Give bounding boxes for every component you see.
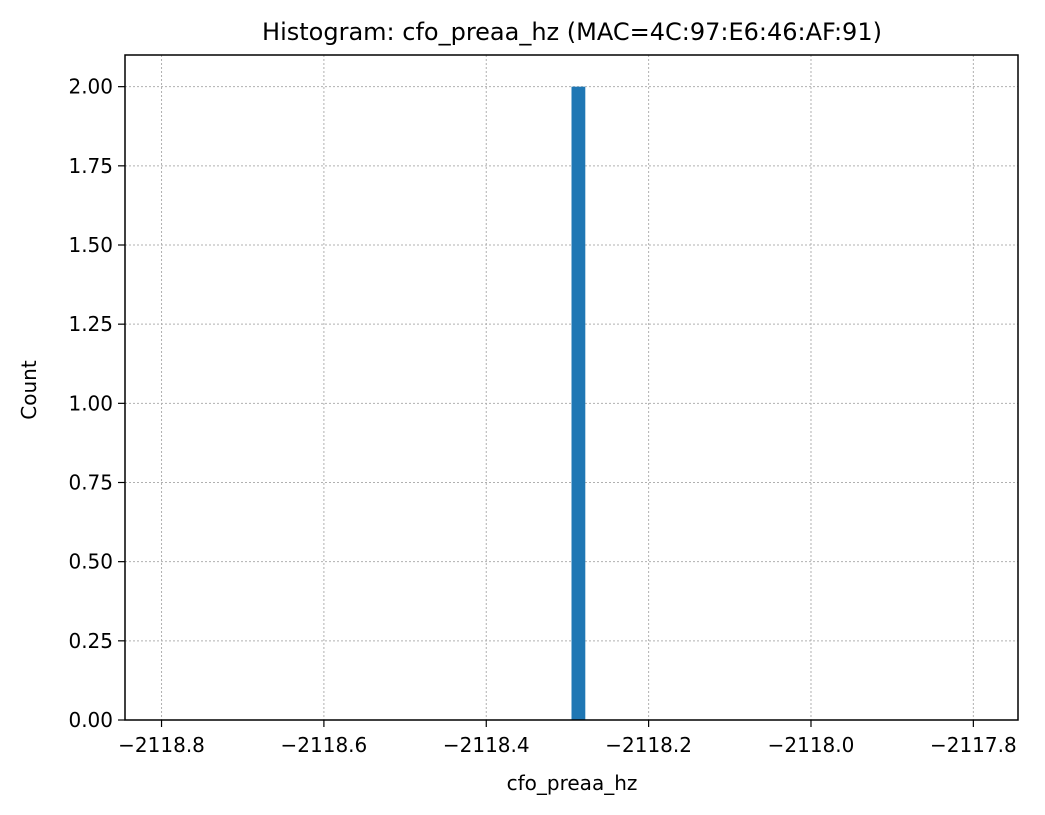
histogram-bars (571, 86, 586, 720)
x-tick-label: −2118.8 (118, 733, 205, 757)
y-tick-label: 1.50 (68, 233, 113, 257)
x-tick-label: −2118.0 (768, 733, 855, 757)
x-axis-title: cfo_preaa_hz (507, 771, 638, 795)
x-tick-label: −2118.2 (605, 733, 692, 757)
y-tick-label: 1.00 (68, 391, 113, 415)
y-tick-label: 2.00 (68, 75, 113, 99)
y-tick-label: 0.00 (68, 708, 113, 732)
y-axis-ticks: 0.00 0.25 0.50 0.75 1.00 1.25 1.50 1.75 2.00 (68, 75, 125, 732)
y-tick-label: 0.50 (68, 550, 113, 574)
histogram-bar (571, 86, 586, 720)
x-tick-label: −2118.6 (281, 733, 368, 757)
x-tick-label: −2118.4 (443, 733, 530, 757)
y-axis-title: Count (17, 360, 41, 420)
chart-title: Histogram: cfo_preaa_hz (MAC=4C:97:E6:46… (262, 18, 882, 46)
y-tick-label: 1.25 (68, 312, 113, 336)
y-tick-label: 0.25 (68, 629, 113, 653)
plot-frame (124, 54, 1019, 721)
x-axis-ticks: −2118.8 −2118.6 −2118.4 −2118.2 −2118.0 −2117… (118, 720, 1017, 757)
x-tick-label: −2117.8 (930, 733, 1017, 757)
y-tick-label: 0.75 (68, 471, 113, 495)
y-tick-label: 1.75 (68, 154, 113, 178)
